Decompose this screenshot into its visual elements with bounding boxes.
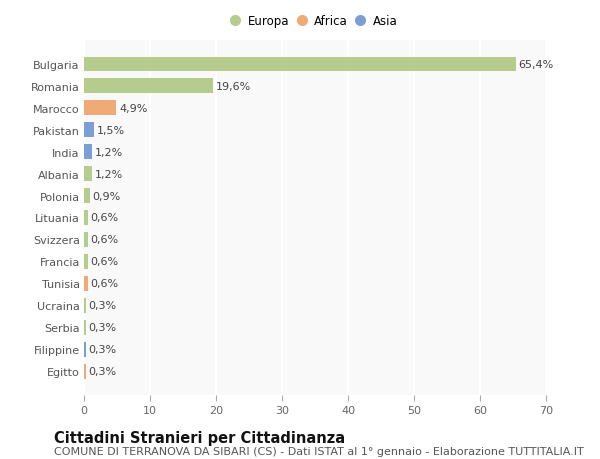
Legend: Europa, Africa, Asia: Europa, Africa, Asia — [229, 12, 401, 32]
Text: COMUNE DI TERRANOVA DA SIBARI (CS) - Dati ISTAT al 1° gennaio - Elaborazione TUT: COMUNE DI TERRANOVA DA SIBARI (CS) - Dat… — [54, 446, 584, 456]
Bar — [84, 364, 86, 379]
Text: 1,2%: 1,2% — [95, 169, 123, 179]
Bar — [84, 79, 214, 94]
Bar — [84, 167, 92, 181]
Bar — [84, 233, 88, 247]
Text: 1,5%: 1,5% — [97, 125, 125, 135]
Text: 0,3%: 0,3% — [89, 323, 117, 333]
Text: 65,4%: 65,4% — [518, 60, 554, 69]
Bar — [84, 255, 88, 269]
Bar — [84, 189, 90, 203]
Bar — [84, 57, 515, 72]
Text: 0,6%: 0,6% — [91, 279, 119, 289]
Text: 0,6%: 0,6% — [91, 235, 119, 245]
Text: 0,6%: 0,6% — [91, 257, 119, 267]
Bar — [84, 277, 88, 291]
Bar — [84, 123, 94, 137]
Bar — [84, 342, 86, 357]
Text: Cittadini Stranieri per Cittadinanza: Cittadini Stranieri per Cittadinanza — [54, 431, 345, 446]
Bar — [84, 101, 116, 116]
Bar — [84, 299, 86, 313]
Text: 19,6%: 19,6% — [216, 81, 251, 91]
Text: 0,3%: 0,3% — [89, 301, 117, 311]
Text: 0,3%: 0,3% — [89, 367, 117, 376]
Text: 0,6%: 0,6% — [91, 213, 119, 223]
Text: 4,9%: 4,9% — [119, 103, 148, 113]
Text: 1,2%: 1,2% — [95, 147, 123, 157]
Bar — [84, 211, 88, 225]
Text: 0,9%: 0,9% — [92, 191, 121, 201]
Bar — [84, 320, 86, 335]
Text: 0,3%: 0,3% — [89, 345, 117, 355]
Bar — [84, 145, 92, 159]
